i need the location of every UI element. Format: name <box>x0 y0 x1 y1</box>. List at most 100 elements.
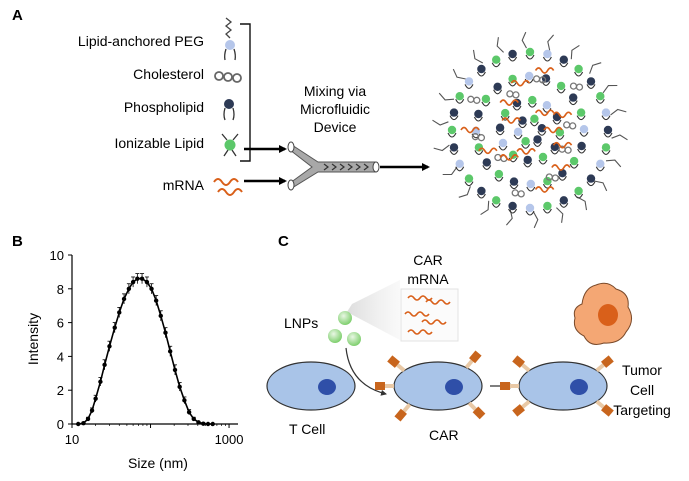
chart-y-tick-label: 6 <box>57 316 64 331</box>
mrna-strand <box>460 126 480 134</box>
lipid-head <box>464 77 474 86</box>
car-receptor <box>600 404 614 417</box>
peg-chain <box>610 108 627 116</box>
cholesterol-ring <box>511 189 519 197</box>
mrna-strand <box>501 117 521 124</box>
lipid-tail <box>494 176 504 182</box>
lipid-tail <box>525 210 535 216</box>
lipid-tail <box>523 162 533 168</box>
lipid-tail <box>603 132 613 138</box>
car-receptors-targeting <box>500 355 614 417</box>
lipid-head <box>526 179 535 189</box>
chart-y-tick-label: 8 <box>57 282 64 297</box>
lipid-head <box>596 159 605 168</box>
lipid-tail <box>529 121 539 127</box>
lipid-head <box>492 55 501 64</box>
lipid-head <box>543 201 552 211</box>
lipid-tail <box>491 62 501 68</box>
mrna-strand <box>552 111 573 119</box>
lipid-head <box>449 108 459 117</box>
peg-chain <box>433 144 450 152</box>
lipid-head <box>492 196 501 205</box>
chart-data-point <box>81 420 86 426</box>
lipid-tail <box>527 102 537 108</box>
peg-chain <box>472 49 484 64</box>
chart-data-point <box>177 384 182 390</box>
peg-chain <box>521 31 527 49</box>
car-t-cell <box>375 350 486 422</box>
chart-data-point <box>93 396 98 401</box>
car-receptors <box>375 350 486 422</box>
chart-data-point <box>167 349 173 354</box>
mrna-strand <box>534 67 555 74</box>
lipid-head <box>482 158 491 167</box>
car-receptor <box>394 408 407 422</box>
peg-chain <box>605 159 622 168</box>
lipid-head <box>528 95 537 105</box>
mrna-strand <box>478 147 498 155</box>
chart-data-point <box>85 416 91 422</box>
lipid-tail <box>586 181 596 187</box>
lipid-head <box>495 123 505 132</box>
peg-chain <box>533 211 539 229</box>
panel-a: A Lipid-anchored PEG Cholesterol Phospho… <box>12 7 628 229</box>
mrna-strand <box>552 141 573 149</box>
car-receptor <box>469 350 482 364</box>
lipid-head <box>525 47 535 57</box>
chart-data-point <box>149 286 154 291</box>
cholesterol-ring <box>494 153 502 162</box>
lipid-tail <box>512 105 522 111</box>
cholesterol-ring <box>477 134 486 142</box>
lipid-tail <box>579 131 589 137</box>
peg-chain <box>480 200 490 216</box>
component-bracket <box>240 23 251 162</box>
chart-data-point <box>144 279 150 285</box>
lipid-head <box>541 74 551 83</box>
lipid-head <box>509 177 519 186</box>
lipid-head <box>501 108 510 118</box>
legend-label-mrna: mRNA <box>163 177 205 193</box>
lipid-tail <box>568 100 578 106</box>
lipid-tail <box>557 175 567 181</box>
panel-b: B 0 2 4 6 8 10 10 1000 Size (nm) Intensity <box>12 233 244 471</box>
lipid-head <box>586 174 596 183</box>
lipid-head <box>555 128 565 137</box>
chart-y-tick-label: 10 <box>50 248 64 263</box>
lipid-tail <box>550 149 560 155</box>
lipid-head <box>474 143 484 152</box>
lipid-tail <box>518 123 527 129</box>
car-receptor <box>500 382 510 390</box>
lipid-tail <box>537 130 547 136</box>
tumor-cell-nucleus <box>598 304 618 326</box>
lipid-head <box>494 169 504 179</box>
lnp-bead-right <box>347 332 361 346</box>
lipid-tail <box>482 165 492 170</box>
lipid-head <box>579 125 589 134</box>
t-cell <box>266 361 356 411</box>
lipid-head <box>543 49 552 59</box>
peg-chain <box>432 119 449 126</box>
chart-data-point <box>89 408 95 413</box>
lipid-tail <box>542 56 552 62</box>
lipid-tail <box>521 143 531 149</box>
lipid-tail <box>576 115 586 121</box>
cholesterol-ring <box>569 82 578 90</box>
cholesterol-ring <box>517 190 525 198</box>
lnp-bead-top <box>338 311 352 325</box>
lipid-head <box>477 186 486 196</box>
cholesterol-ring <box>569 122 577 130</box>
cholesterol-ring <box>506 90 514 98</box>
lipid-tail <box>538 159 548 165</box>
lipid-head <box>530 114 539 124</box>
lipid-head <box>538 152 548 162</box>
cholesterol-ring <box>551 174 559 182</box>
car-receptor <box>387 355 401 368</box>
peg-chain <box>589 62 602 74</box>
car-receptor <box>472 406 486 420</box>
legend-label-peg: Lipid-anchored PEG <box>78 33 204 49</box>
lipid-tail <box>526 186 536 192</box>
chart-y-tick-label: 0 <box>57 417 64 432</box>
mrna-strand <box>499 154 519 161</box>
lnp-bead-left <box>328 329 342 343</box>
legend-label-phospholipid: Phospholipid <box>124 99 204 115</box>
